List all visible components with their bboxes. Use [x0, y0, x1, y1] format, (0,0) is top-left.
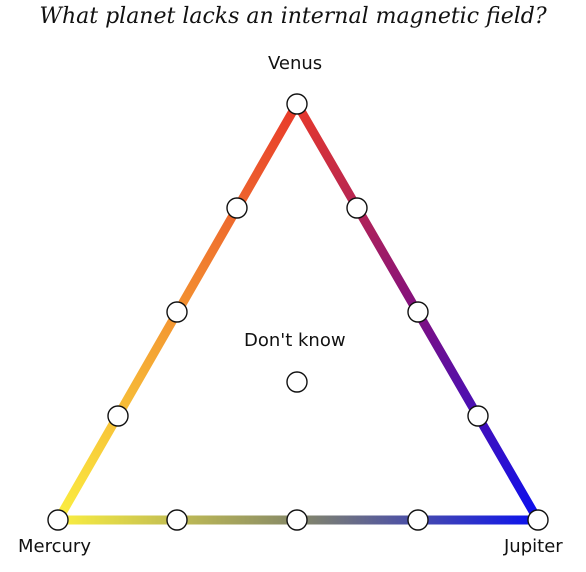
- answer-dot-bottom-edge-2[interactable]: [286, 509, 308, 531]
- answer-dot-bottom-edge-3[interactable]: [407, 509, 429, 531]
- answer-dot-jupiter[interactable]: [527, 509, 549, 531]
- answer-dot-dont-know[interactable]: [286, 371, 308, 393]
- answer-dot-bottom-edge-1[interactable]: [166, 509, 188, 531]
- answer-dot-right-edge-2[interactable]: [407, 301, 429, 323]
- answer-dot-venus[interactable]: [286, 93, 308, 115]
- option-label-jupiter: Jupiter: [504, 536, 563, 557]
- answer-dot-left-edge-2[interactable]: [166, 301, 188, 323]
- answer-dot-left-edge-1[interactable]: [226, 197, 248, 219]
- option-label-dont-know: Don't know: [244, 330, 346, 351]
- answer-dot-right-edge-3[interactable]: [467, 405, 489, 427]
- answer-dot-left-edge-3[interactable]: [107, 405, 129, 427]
- answer-dot-right-edge-1[interactable]: [346, 197, 368, 219]
- question-title: What planet lacks an internal magnetic f…: [39, 4, 547, 29]
- answer-dot-mercury[interactable]: [47, 509, 69, 531]
- option-label-mercury: Mercury: [18, 536, 91, 557]
- option-label-venus: Venus: [268, 53, 323, 74]
